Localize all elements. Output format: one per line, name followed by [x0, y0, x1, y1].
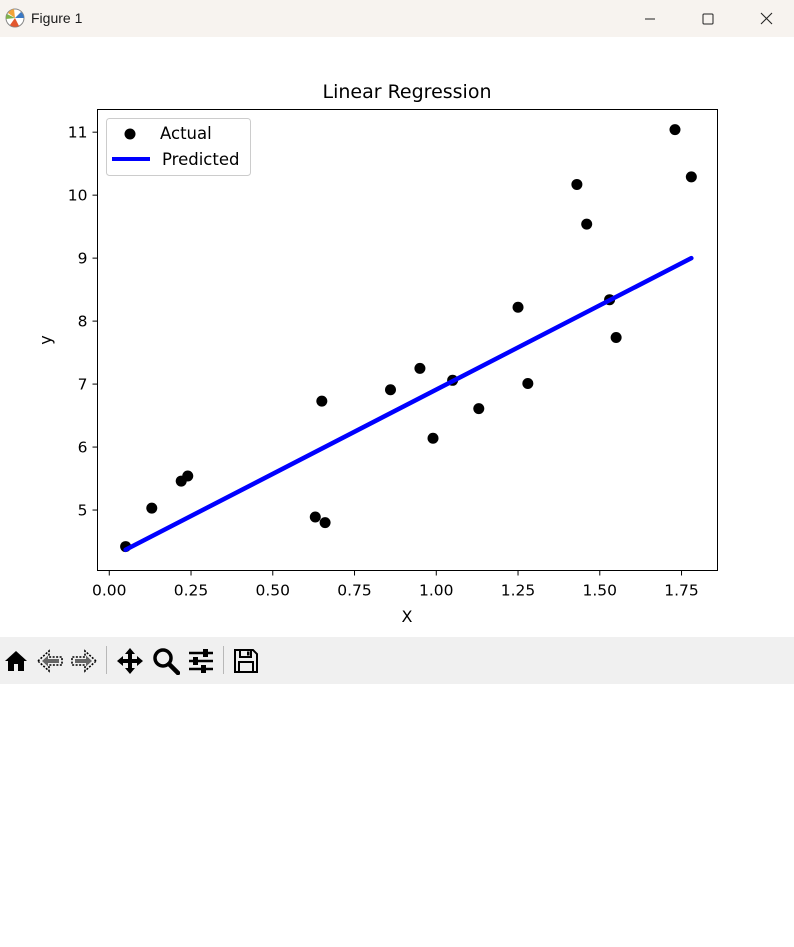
- navigation-toolbar: [0, 637, 794, 684]
- y-tick-label: 9: [78, 250, 88, 268]
- y-axis-ticks: 5 6 7 8 9 10 11: [68, 124, 98, 520]
- toolbar-separator: [223, 646, 224, 674]
- minimize-icon: [645, 18, 655, 19]
- zoom-button[interactable]: [152, 647, 180, 675]
- data-point-actual: [512, 301, 524, 313]
- forward-button[interactable]: [70, 647, 98, 675]
- back-button[interactable]: [36, 647, 64, 675]
- y-tick-label: 8: [78, 313, 88, 331]
- x-tick-label: 0.00: [92, 582, 127, 600]
- zoom-icon: [153, 648, 180, 675]
- toolbar-separator: [106, 646, 107, 674]
- legend: Actual Predicted: [106, 118, 251, 176]
- minimize-button[interactable]: [621, 0, 679, 37]
- title-bar: Figure 1: [0, 0, 794, 37]
- chart-title: Linear Regression: [322, 81, 491, 103]
- matplotlib-logo-icon: [5, 8, 25, 28]
- y-axis-label: y: [36, 335, 55, 344]
- y-tick-label: 5: [78, 502, 88, 520]
- y-tick-label: 7: [78, 376, 88, 394]
- data-point-actual: [581, 218, 593, 230]
- data-point-actual: [669, 124, 681, 136]
- save-icon: [234, 649, 258, 673]
- plot-area: [120, 124, 697, 553]
- x-tick-label: 1.00: [419, 582, 454, 600]
- regression-line-predicted: [123, 255, 694, 552]
- x-tick-label: 1.25: [501, 582, 536, 600]
- close-icon: [760, 12, 772, 25]
- data-point-actual: [427, 432, 439, 444]
- forward-icon: [71, 649, 98, 673]
- data-point-actual: [473, 403, 485, 415]
- data-point-actual: [316, 395, 328, 407]
- data-point-actual: [522, 377, 534, 389]
- data-point-actual: [571, 178, 583, 190]
- close-button[interactable]: [737, 0, 794, 37]
- data-point-actual: [414, 362, 426, 374]
- chart: Linear Regression 0.00 0.25 0.50 0.75 1.00 1.…: [36, 81, 718, 626]
- pan-button[interactable]: [116, 647, 144, 675]
- figure-canvas[interactable]: Linear Regression 0.00 0.25 0.50 0.75 1.00 1.…: [0, 37, 794, 637]
- y-tick-label: 11: [68, 124, 88, 142]
- save-button[interactable]: [232, 647, 260, 675]
- data-point-actual: [685, 171, 697, 183]
- home-button[interactable]: [2, 647, 30, 675]
- data-point-actual: [384, 384, 396, 396]
- data-point-actual: [309, 511, 321, 523]
- legend-marker-actual: [124, 128, 136, 140]
- configure-subplots-icon: [189, 649, 213, 673]
- pan-icon: [117, 648, 143, 674]
- legend-label-actual: Actual: [160, 124, 212, 143]
- maximize-icon: [702, 13, 714, 24]
- x-tick-label: 1.50: [583, 582, 618, 600]
- back-icon: [36, 649, 63, 673]
- configure-subplots-button[interactable]: [187, 647, 215, 675]
- x-tick-label: 1.75: [664, 582, 699, 600]
- x-tick-label: 0.50: [256, 582, 291, 600]
- x-tick-label: 0.75: [337, 582, 372, 600]
- data-point-actual: [319, 517, 331, 529]
- legend-box: [106, 118, 251, 176]
- data-point-actual: [146, 502, 158, 514]
- maximize-button[interactable]: [679, 0, 737, 37]
- legend-label-predicted: Predicted: [162, 150, 239, 169]
- y-tick-label: 6: [78, 439, 88, 457]
- data-point-actual: [610, 331, 622, 343]
- x-axis-ticks: 0.00 0.25 0.50 0.75 1.00 1.25 1.50 1.75: [92, 570, 699, 600]
- x-axis-label: X: [402, 607, 413, 626]
- axes-frame: [97, 109, 718, 571]
- y-tick-label: 10: [68, 187, 88, 205]
- data-point-actual: [182, 470, 194, 482]
- window-title: Figure 1: [31, 10, 83, 26]
- home-icon: [5, 651, 27, 671]
- x-tick-label: 0.25: [174, 582, 209, 600]
